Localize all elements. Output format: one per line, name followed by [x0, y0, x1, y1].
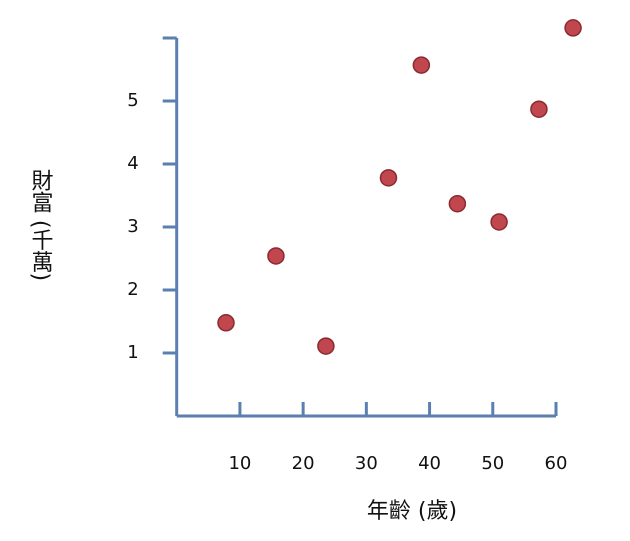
point: [379, 169, 398, 187]
y-tick-label: 1: [127, 342, 138, 363]
point: [530, 100, 548, 118]
x-tick-label: 60: [545, 453, 568, 474]
point: [317, 337, 335, 355]
point: [267, 247, 285, 265]
y-tick-label: 3: [127, 216, 138, 237]
point: [217, 314, 235, 332]
y-axis-label: 財富 (千萬): [28, 169, 54, 281]
y-tick-label: 4: [127, 153, 138, 174]
point: [412, 56, 431, 74]
x-axis-label: 年齡 (歲): [367, 499, 457, 524]
x-tick-label: 30: [355, 453, 378, 474]
x-tick-label: 10: [228, 453, 251, 474]
x-tick-label: 20: [292, 453, 315, 474]
y-tick-label: 2: [127, 279, 138, 300]
x-tick-label: 50: [481, 453, 504, 474]
x-tick-label: 40: [418, 453, 441, 474]
y-tick-label: 5: [127, 90, 138, 111]
point: [564, 19, 582, 37]
point: [490, 213, 508, 231]
point: [448, 194, 467, 213]
